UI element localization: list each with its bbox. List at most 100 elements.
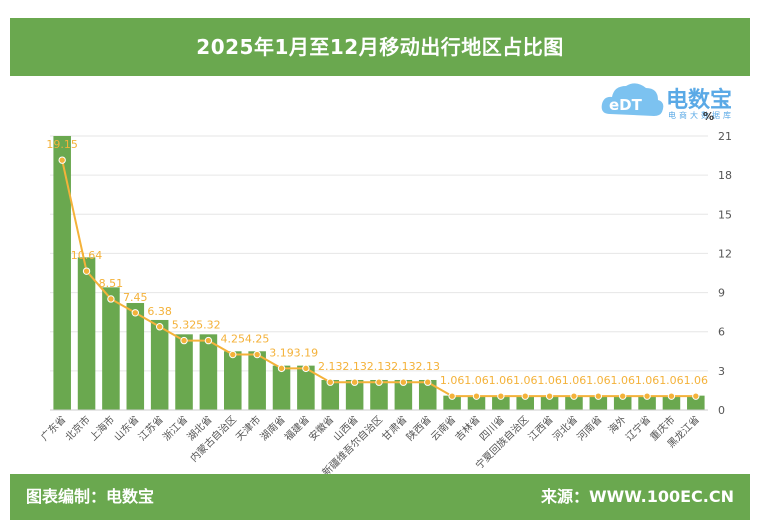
x-tick-label: 湖南省 [257,413,287,443]
line-point [570,392,578,400]
x-tick-label: 河北省 [550,413,580,443]
bar [516,395,534,410]
bar [565,395,583,410]
bar [224,351,242,410]
y-tick-label: 12 [718,247,732,260]
line-point [521,392,529,400]
bar [662,395,681,410]
line-point [180,336,188,345]
x-tick-label: 甘肃省 [379,413,409,443]
y-tick-label: 18 [718,169,732,182]
line-point [155,323,164,331]
line-point [58,156,66,164]
x-tick-label: 福建省 [282,413,312,443]
data-label: 3.19 [294,346,319,359]
line-point [229,350,237,359]
data-label: 4.25 [221,333,246,346]
data-label: 2.13 [342,360,367,373]
bar [687,395,705,410]
data-label: 19.15 [46,138,78,151]
bar [77,257,96,410]
x-tick-label: 上海市 [87,413,117,443]
line-point [643,392,651,400]
x-tick-label: 广东省 [38,413,68,443]
line-point [594,392,603,400]
data-label: 1.06 [464,374,489,387]
footer-credit: 图表编制：电数宝 [26,487,155,506]
footer-source: 来源：WWW.100EC.CN [540,487,734,506]
x-tick-label: 吉林省 [452,413,482,443]
logo-mark: eDT [609,96,643,114]
bar [370,379,388,410]
data-label: 5.32 [196,319,221,332]
data-label: 6.38 [147,305,172,318]
line-point [497,392,505,400]
data-label: 1.06 [586,374,611,387]
data-label: 1.06 [513,374,538,387]
data-label: 3.19 [269,346,294,359]
x-tick-label: 云南省 [428,413,458,443]
data-label: 1.06 [440,374,465,387]
line-point [350,378,359,386]
bar [345,379,364,410]
line-point [204,336,213,345]
bar [126,303,145,410]
bar [102,287,120,410]
x-tick-label: 北京市 [62,413,92,443]
chart-header: 2025年1月至12月移动出行地区占比图 [10,18,750,76]
line-point [107,295,115,303]
bar [540,395,559,410]
line-point [692,392,700,400]
line-point [253,350,261,359]
y-tick-label: 3 [718,365,725,378]
x-tick-label: 陕西省 [403,413,433,443]
bar [175,334,193,410]
bar [638,395,656,410]
line-point [375,378,383,386]
chart-title: 2025年1月至12月移动出行地区占比图 [196,35,564,59]
y-axis-unit: % [703,110,714,123]
brand-logo: eDT 电数宝 电商大数据库 [600,76,750,122]
y-tick-label: 15 [718,208,732,221]
line-point [424,378,432,386]
bar [248,351,266,410]
bar [150,319,169,410]
line-point [667,392,676,400]
x-tick-label: 山东省 [111,413,141,443]
logo-name: 电数宝 [666,88,733,113]
y-tick-label: 0 [718,404,725,417]
bar [199,334,218,410]
x-tick-label: 江苏省 [135,413,165,443]
line-point [277,364,286,373]
data-label: 1.06 [489,374,514,387]
data-label: 4.25 [245,333,270,346]
data-label: 5.32 [172,319,197,332]
data-label: 1.06 [635,374,660,387]
bar [492,395,510,410]
bar [467,395,486,410]
line-point [619,392,627,400]
line-point [82,267,91,275]
data-label: 7.45 [123,291,148,304]
bar [418,379,437,410]
x-tick-label: 辽宁省 [623,413,653,443]
data-label: 2.13 [391,360,416,373]
x-tick-label: 江西省 [525,413,555,443]
line-point [545,392,554,400]
line-point [131,309,139,317]
bar [53,136,71,410]
logo-subtitle: 电商大数据库 [668,111,734,120]
line-point [326,378,334,386]
data-label: 8.51 [99,277,124,290]
x-tick-label: 浙江省 [160,413,190,443]
chart-footer: 图表编制：电数宝 来源：WWW.100EC.CN [10,474,750,520]
data-label: 2.13 [318,360,343,373]
bar [613,395,632,410]
bar [297,365,315,410]
data-label: 1.06 [610,374,635,387]
x-tick-label: 海外 [605,413,628,436]
cloud-logo-icon: eDT [601,83,664,116]
y-tick-label: 21 [718,130,732,143]
bar [272,365,291,410]
